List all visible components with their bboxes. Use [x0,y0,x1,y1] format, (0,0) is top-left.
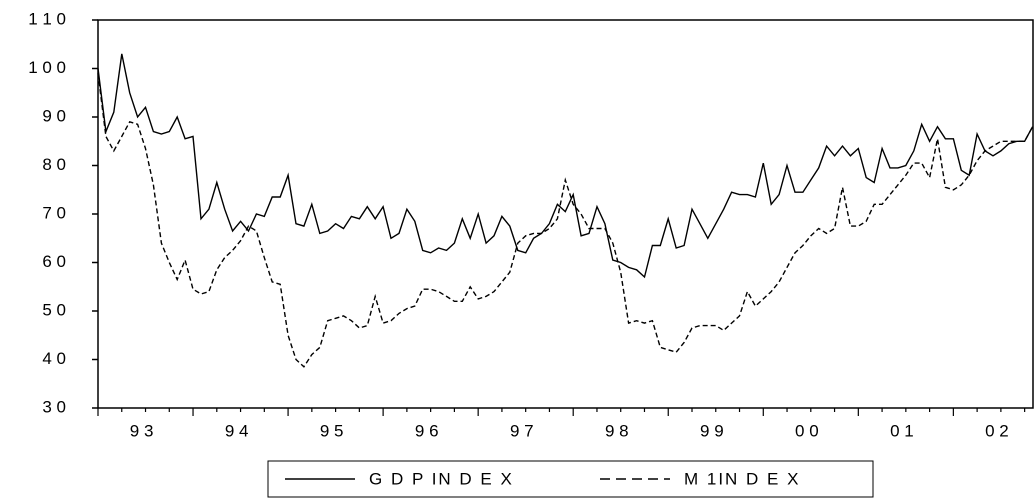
y-tick-label: 1 1 0 [28,9,66,28]
y-tick-label: 3 0 [42,397,66,416]
y-tick-label: 8 0 [42,155,66,174]
x-tick-label: 0 0 [795,421,819,440]
legend-label: M 1IN D E X [684,469,800,488]
x-tick-label: 0 2 [985,421,1009,440]
x-tick-label: 9 5 [320,421,344,440]
series-line [97,73,1034,368]
x-tick-label: 9 4 [225,421,249,440]
x-tick-label: 0 1 [890,421,914,440]
series-line [97,53,1034,279]
x-tick-label: 9 6 [415,421,439,440]
x-tick-label: 9 3 [130,421,154,440]
y-tick-label: 7 0 [42,203,66,222]
legend [267,460,874,498]
y-tick-label: 1 0 0 [28,58,66,77]
y-tick-label: 9 0 [42,106,66,125]
legend-label: G D P IN D E X [369,469,514,488]
y-tick-label: 4 0 [42,349,66,368]
y-tick-label: 6 0 [42,252,66,271]
x-tick-label: 9 9 [700,421,724,440]
x-tick-label: 9 8 [605,421,629,440]
x-tick-label: 9 7 [510,421,534,440]
y-tick-label: 5 0 [42,300,66,319]
